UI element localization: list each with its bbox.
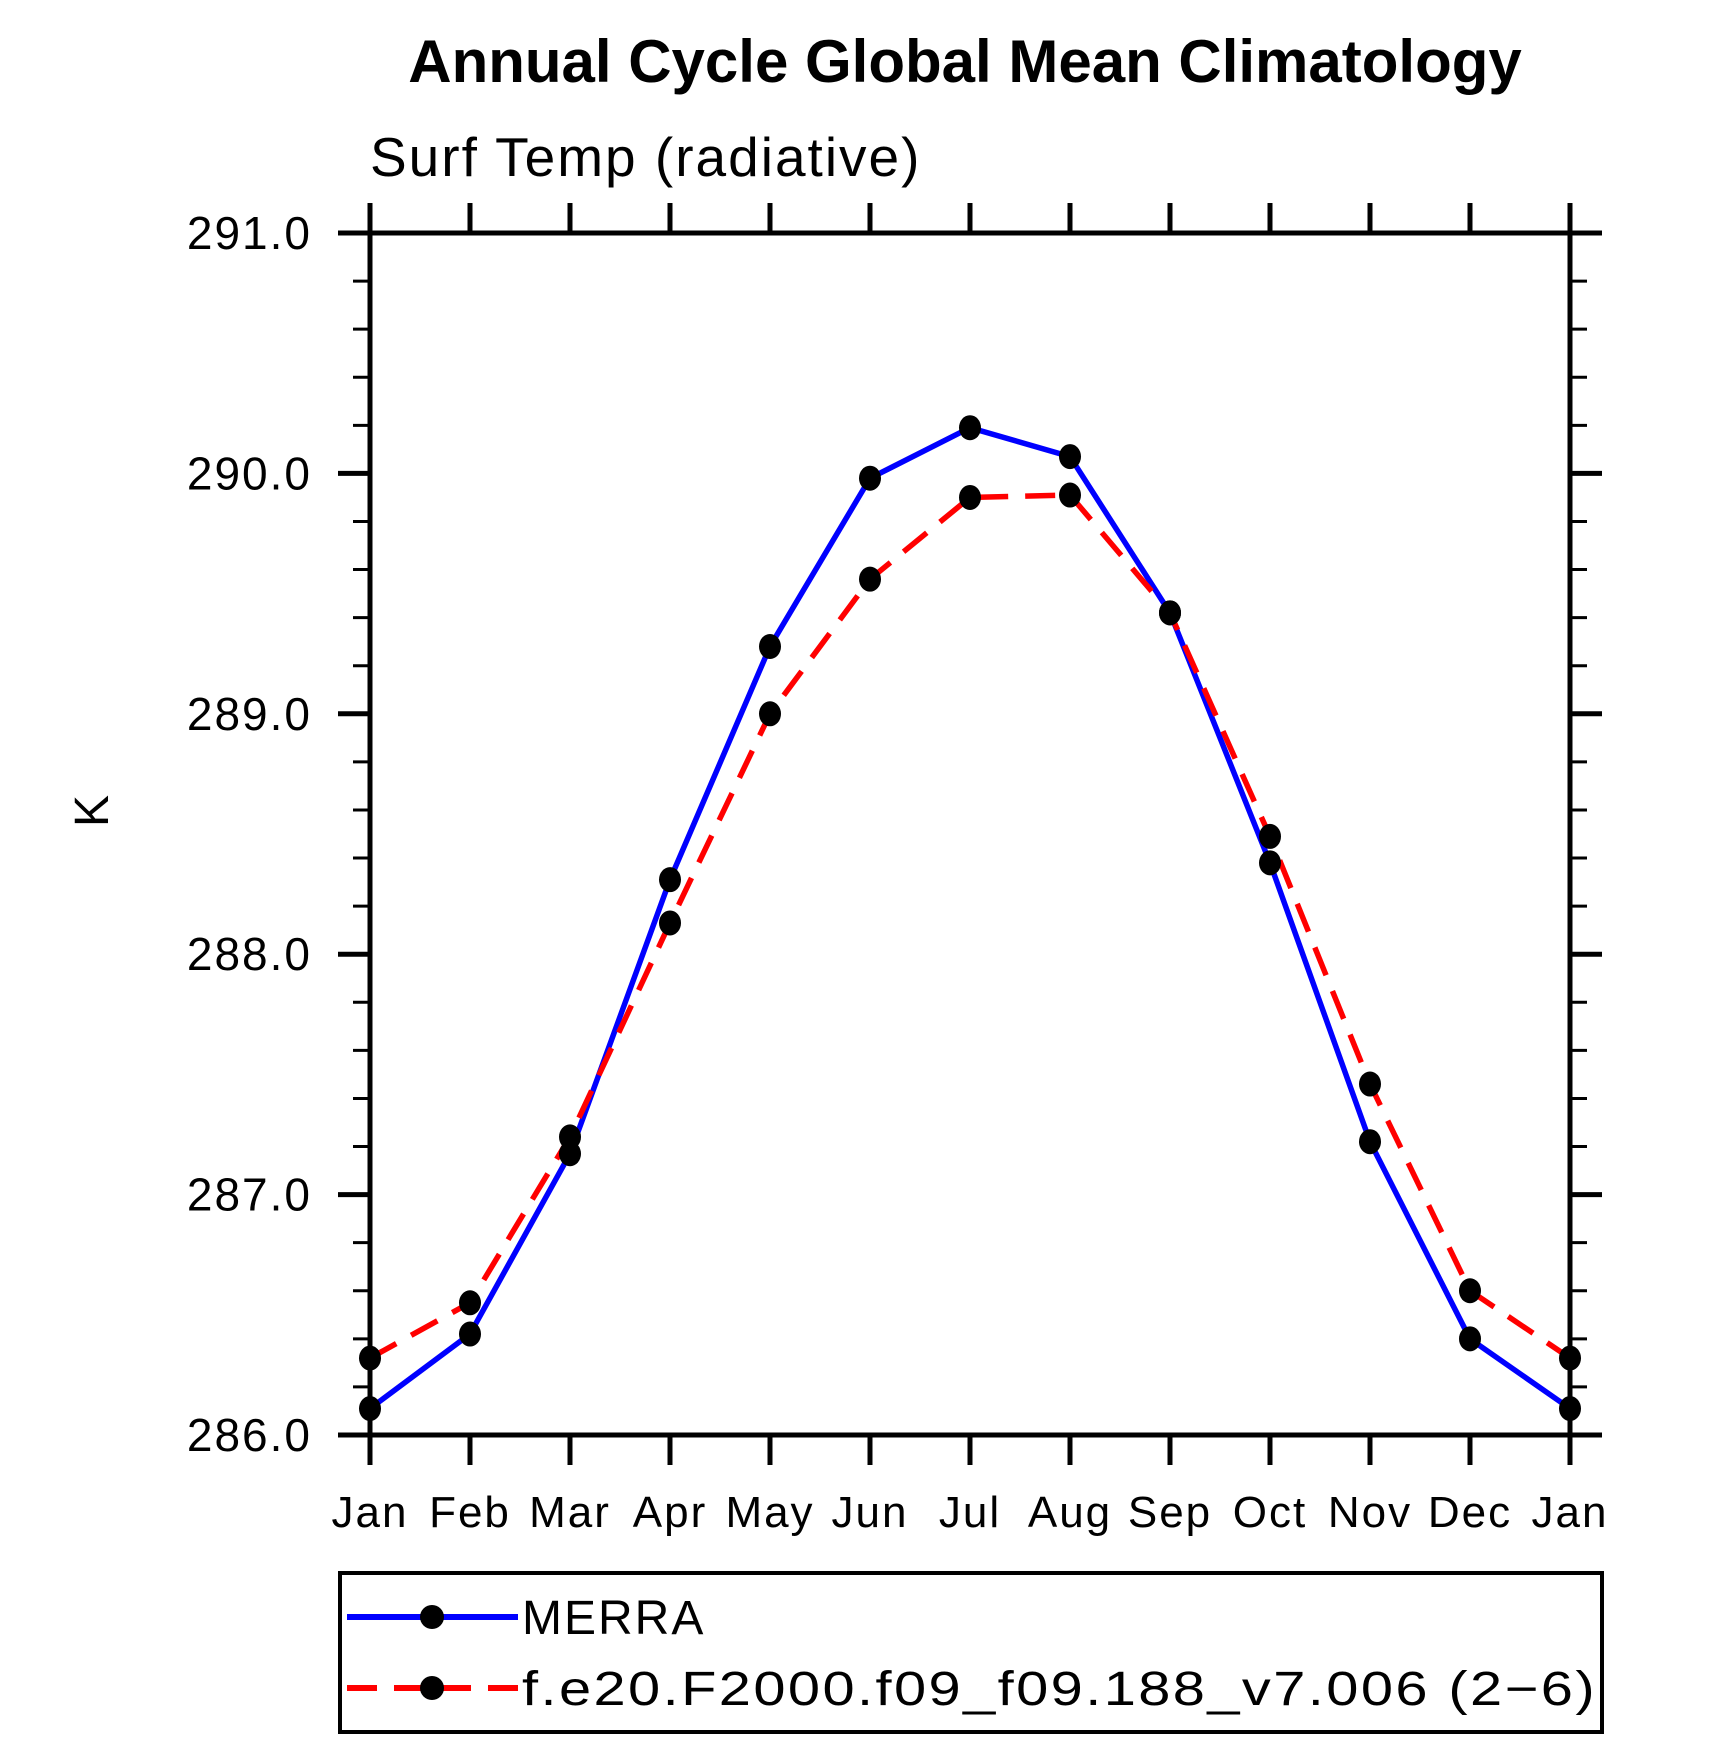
- x-tick-label: May: [725, 1488, 814, 1537]
- y-tick-label: 287.0: [187, 1169, 312, 1221]
- x-tick-label: Feb: [429, 1488, 511, 1537]
- data-point-marker: [559, 1124, 581, 1150]
- series-markers: [359, 415, 1581, 1422]
- series-line-1: [368, 492, 1572, 1361]
- x-axis-tick-labels: Jan Feb Mar Apr May Jun Jul Aug Sep Oct Nov Dec Jan: [332, 1488, 1609, 1537]
- legend-marker-model: [420, 1676, 444, 1700]
- data-point-marker: [459, 1321, 481, 1347]
- series-lines: [368, 424, 1572, 1411]
- data-point-marker: [1059, 482, 1081, 508]
- x-tick-label: Jun: [832, 1488, 909, 1537]
- y-tick-label: 286.0: [187, 1409, 312, 1461]
- data-point-marker: [959, 484, 981, 510]
- legend-label-model: f.e20.F2000.f09_f09.188_v7.006 (2−6): [522, 1663, 1597, 1716]
- x-tick-label: Jan: [332, 1488, 409, 1537]
- x-tick-label: Aug: [1028, 1488, 1112, 1537]
- plot-frame: [367, 230, 1573, 1438]
- data-point-marker: [1259, 823, 1281, 849]
- data-point-marker: [359, 1345, 381, 1371]
- x-tick-label: Jul: [939, 1488, 1001, 1537]
- data-point-marker: [359, 1396, 381, 1422]
- data-point-marker: [959, 415, 981, 441]
- x-tick-label: Dec: [1428, 1488, 1512, 1537]
- y-tick-label: 289.0: [187, 688, 312, 740]
- x-tick-label: Apr: [633, 1488, 707, 1537]
- data-point-marker: [1459, 1278, 1481, 1304]
- legend: MERRA f.e20.F2000.f09_f09.188_v7.006 (2−…: [338, 1571, 1604, 1734]
- x-tick-label: Mar: [529, 1488, 611, 1537]
- y-axis-label: K: [66, 793, 119, 827]
- y-tick-label: 291.0: [187, 207, 312, 259]
- data-point-marker: [1359, 1129, 1381, 1155]
- data-point-marker: [1459, 1326, 1481, 1352]
- chart-subtitle: Surf Temp (radiative): [370, 126, 921, 188]
- data-point-marker: [1259, 850, 1281, 876]
- data-point-marker: [859, 465, 881, 491]
- axis-ticks: [338, 203, 1602, 1465]
- x-tick-label: Oct: [1233, 1488, 1307, 1537]
- chart-title: Annual Cycle Global Mean Climatology: [408, 28, 1522, 95]
- y-axis-tick-labels: 286.0 287.0 288.0 289.0 290.0 291.0: [187, 207, 312, 1461]
- data-point-marker: [1559, 1396, 1581, 1422]
- data-point-marker: [759, 633, 781, 659]
- y-tick-label: 290.0: [187, 447, 312, 499]
- data-point-marker: [1059, 444, 1081, 470]
- x-tick-label: Nov: [1328, 1488, 1412, 1537]
- series-line-0: [368, 424, 1572, 1411]
- legend-marker-merra: [420, 1605, 444, 1629]
- legend-box: [338, 1571, 1604, 1734]
- data-point-marker: [659, 867, 681, 893]
- legend-label-merra: MERRA: [522, 1592, 705, 1645]
- data-point-marker: [1359, 1071, 1381, 1097]
- y-tick-label: 288.0: [187, 928, 312, 980]
- data-point-marker: [1159, 600, 1181, 626]
- data-point-marker: [759, 701, 781, 727]
- data-point-marker: [859, 566, 881, 592]
- data-point-marker: [659, 910, 681, 936]
- x-tick-label: Jan: [1532, 1488, 1609, 1537]
- data-point-marker: [459, 1290, 481, 1316]
- data-point-marker: [1559, 1345, 1581, 1371]
- x-tick-label: Sep: [1128, 1488, 1212, 1537]
